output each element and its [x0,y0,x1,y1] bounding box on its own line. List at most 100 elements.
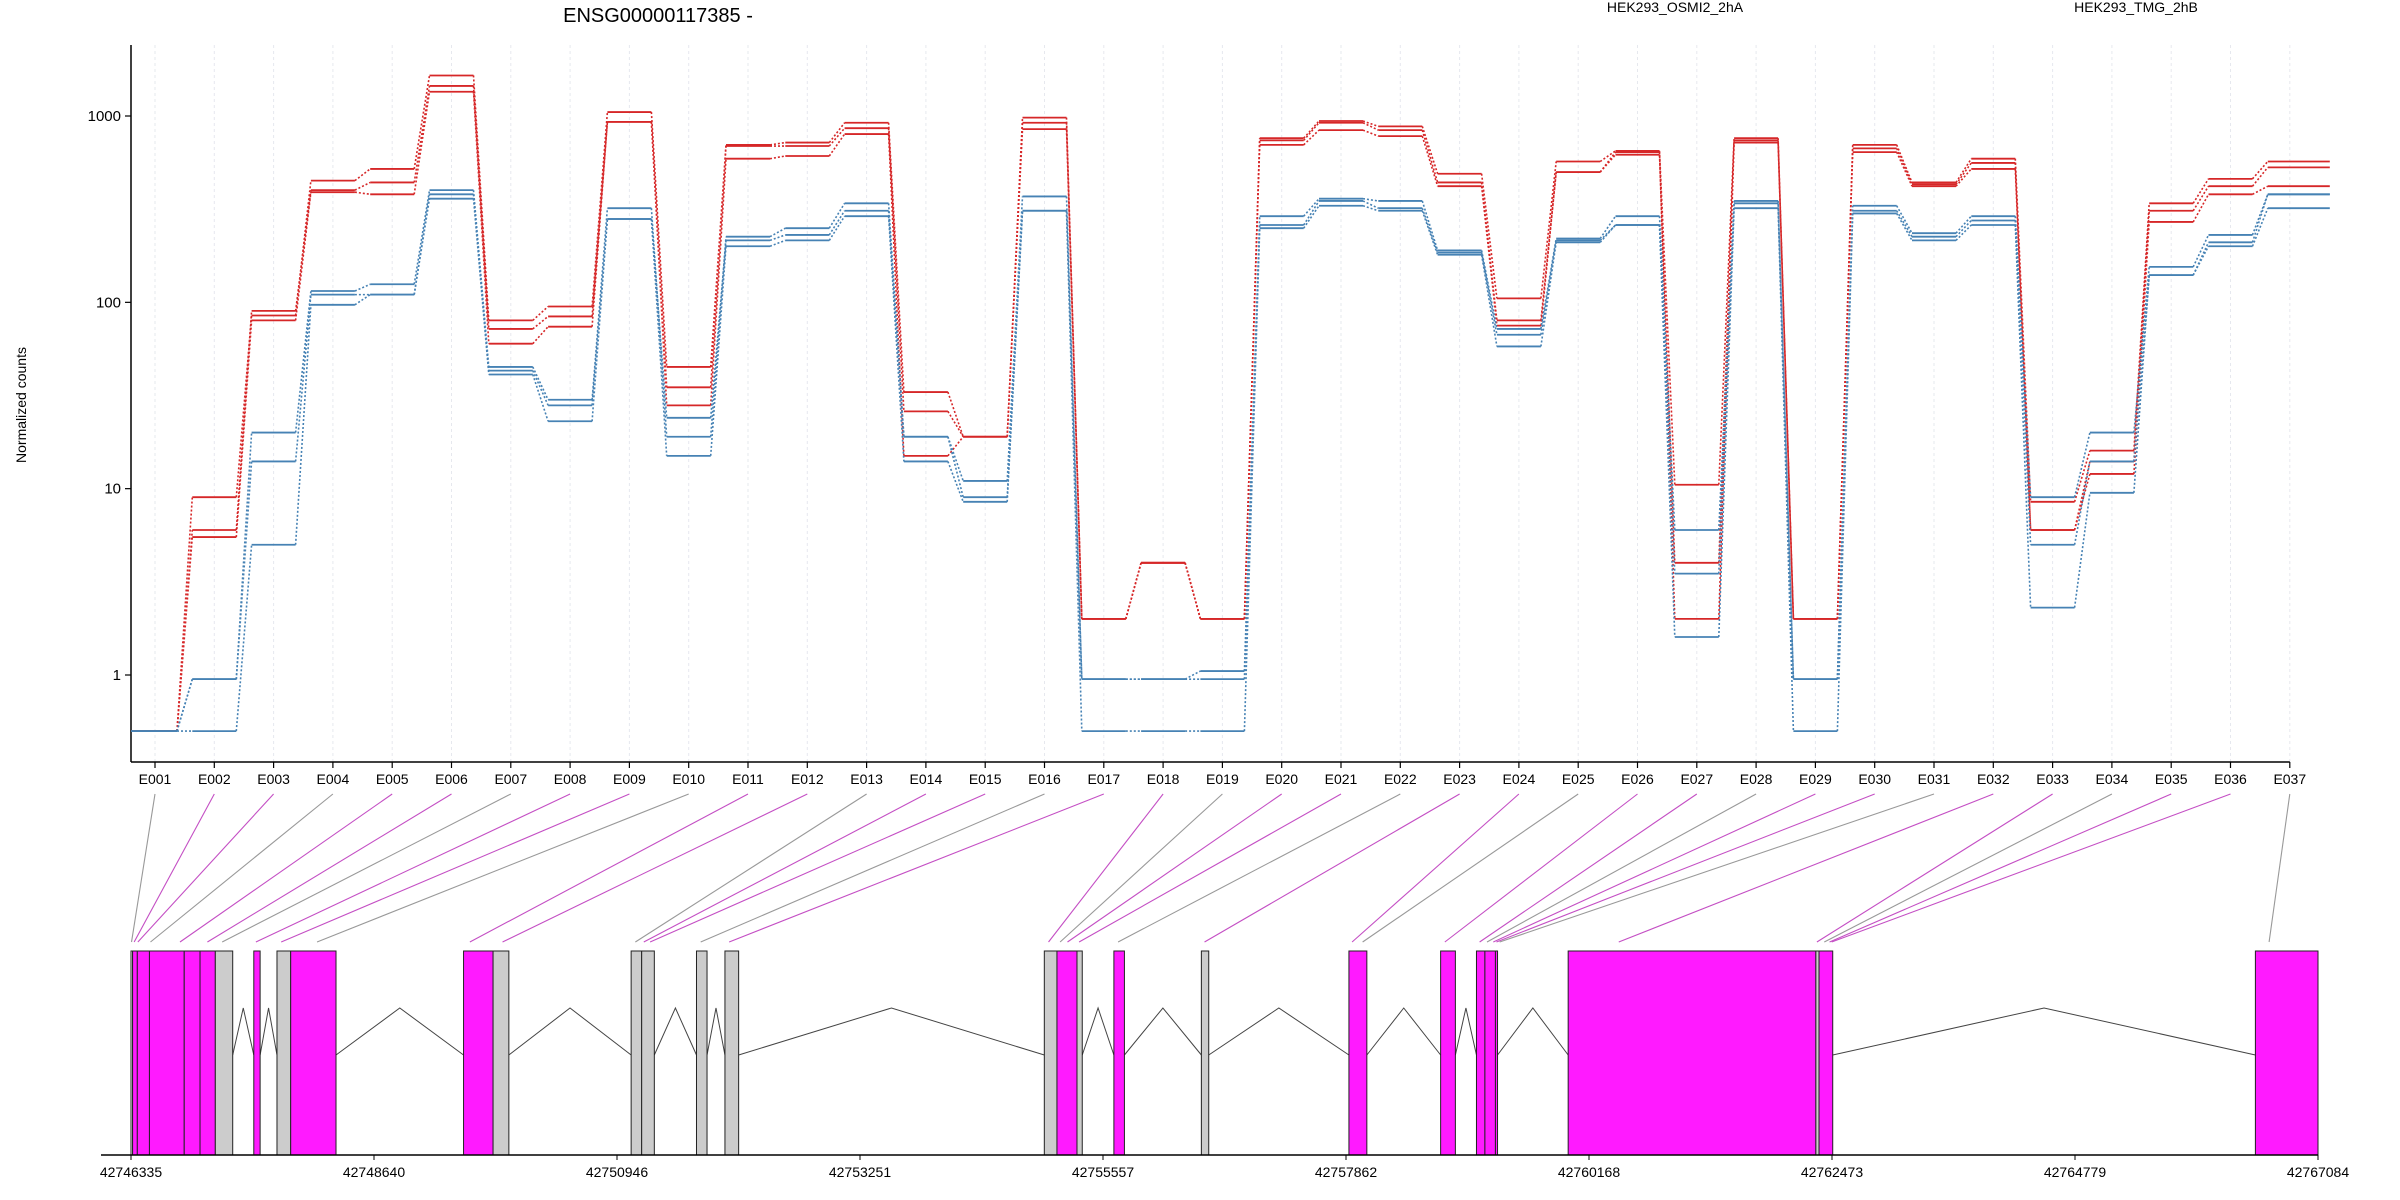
series-3-link-E010 [709,158,727,406]
exon-bin-17 [1043,950,1058,1156]
exon-bin-15 [695,950,708,1156]
x-tick-label-E004: E004 [317,771,350,787]
connector-E034 [1824,793,2113,943]
series-4-link-E035 [2192,234,2210,268]
connector-E002 [133,793,215,943]
series-3-link-E035 [2192,193,2210,223]
series-4-link-E014 [947,436,964,482]
intron-26 [1497,1007,1569,1056]
exon-bin-13 [630,950,643,1156]
series-5-link-E001 [176,678,194,732]
connector-E036 [1831,793,2231,943]
connector-E011 [469,793,749,943]
connector-E033 [1816,793,2053,943]
series-2-link-E013 [887,128,905,412]
x-tick-label-E001: E001 [139,771,172,787]
series-6-link-E029 [1836,213,1854,732]
series-1-link-E008 [591,111,609,307]
series-3-link-E024 [1540,172,1557,326]
x-tick-label-E015: E015 [969,771,1002,787]
series-3-link-E021 [1362,129,1379,137]
exon-bin-14 [641,950,655,1156]
x-tick-label-E035: E035 [2155,771,2188,787]
y-tick-label-1: 1 [113,667,121,684]
series-3-link-E017 [1125,562,1142,620]
exon-bin-9 [276,950,292,1156]
series-5-link-E034 [2133,275,2150,462]
series-6-link-E030 [1896,213,1913,241]
x-tick-label-E014: E014 [910,771,943,787]
series-6-link-E007 [532,374,549,422]
x-tick-label-E019: E019 [1206,771,1239,787]
connector-E023 [1204,793,1460,943]
series-6-link-E012 [828,215,846,241]
series-3-link-E033 [2073,473,2091,531]
series-2-link-E035 [2192,185,2210,212]
x-tick-label-E021: E021 [1325,771,1358,787]
x-tick-label-E005: E005 [376,771,409,787]
series-2-link-E008 [591,121,609,317]
series-3-link-E015 [1006,129,1024,437]
connector-E022 [1117,793,1401,943]
series-2-link-E006 [472,85,490,329]
x-tick-label-E016: E016 [1028,771,1061,787]
exon-bin-22 [1348,950,1368,1156]
series-2-link-E022 [1421,129,1439,183]
series-5-HEK293_TMG_2hB [131,193,2330,732]
series-6-link-E032 [2014,224,2032,608]
connector-E009 [280,793,630,943]
series-3-link-E002 [235,320,253,538]
series-4-link-E012 [828,202,846,229]
connector-E005 [179,793,393,943]
series-4-link-E027 [1718,200,1735,531]
coord-label-42755557: 42755557 [1072,1164,1135,1180]
series-4-link-E031 [1955,215,1972,234]
series-1-link-E031 [1955,158,1972,183]
intron-23 [1454,1007,1477,1056]
series-2-link-E014 [947,410,964,438]
connector-E018 [1048,793,1164,943]
y-axis-label: Normalized counts [13,347,29,463]
series-3-link-E012 [828,133,846,157]
intron-16 [738,1007,1045,1056]
series-2-link-E032 [2014,162,2032,531]
intron-12 [508,1007,632,1056]
series-5-link-E023 [1480,252,1498,335]
series-1-link-E035 [2192,178,2210,204]
x-tick-label-E009: E009 [613,771,646,787]
series-6-link-E024 [1540,242,1557,347]
series-3-link-E022 [1421,135,1439,187]
coord-label-42748640: 42748640 [343,1164,406,1180]
series-6-link-E002 [235,544,253,732]
x-tick-label-E020: E020 [1265,771,1298,787]
series-1-link-E013 [887,122,905,393]
chart-title: ENSG00000117385 - [563,5,753,27]
x-tick-label-E034: E034 [2096,771,2129,787]
connector-E014 [643,793,927,943]
series-4-link-E004 [354,283,371,292]
series-3-link-E001 [176,536,194,732]
series-4-link-E026 [1658,216,1676,531]
exon-bin-30 [2254,950,2319,1156]
series-6-link-E014 [947,461,964,503]
connector-E027 [1479,793,1698,943]
series-2-link-E020 [1303,122,1320,141]
connector-E007 [221,793,512,943]
intron-22 [1366,1007,1442,1056]
series-6-link-E019 [1243,228,1261,732]
connector-E024 [1351,793,1520,943]
series-4-link-E033 [2073,432,2091,498]
series-1-HEK293_OSMI2_2hA [131,74,2330,732]
series-6-link-E004 [354,293,371,306]
series-1-link-E009 [650,112,668,367]
connector-E026 [1444,793,1638,943]
series-5-link-E007 [532,370,549,406]
series-2-link-E026 [1658,154,1676,563]
x-tick-label-E036: E036 [2214,771,2247,787]
series-6-link-E033 [2073,492,2091,608]
series-5-link-E005 [413,194,431,295]
exon-bin-24 [1475,950,1486,1156]
connector-E031 [1499,793,1935,943]
series-4-link-E022 [1421,200,1439,251]
y-tick-label-1000: 1000 [88,108,121,125]
